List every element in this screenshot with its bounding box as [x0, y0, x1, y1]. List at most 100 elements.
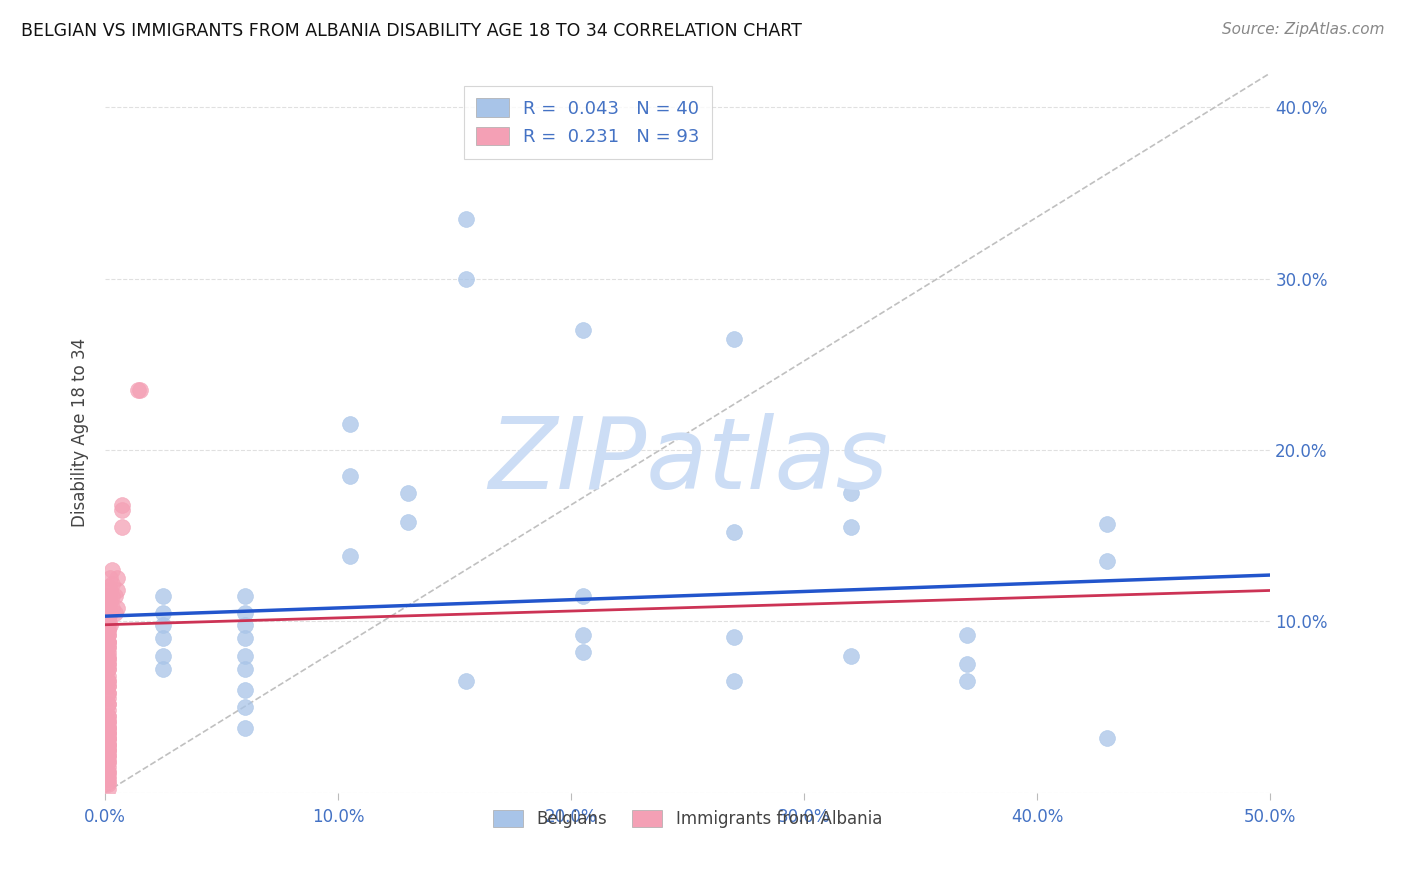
Point: [96, 738, 118, 752]
Point: [96, 755, 118, 769]
Point: [96, 593, 118, 607]
Point: [96, 747, 118, 762]
Point: [96, 731, 118, 745]
Point: [103, 606, 125, 620]
Point: [233, 589, 256, 603]
Point: [96, 743, 118, 757]
Point: [396, 515, 419, 529]
Point: [96, 680, 118, 694]
Point: [96, 703, 118, 717]
Point: [96, 657, 118, 672]
Point: [98, 593, 121, 607]
Point: [96, 738, 118, 752]
Point: [98, 572, 121, 586]
Point: [96, 593, 118, 607]
Point: [96, 589, 118, 603]
Point: [96, 600, 118, 615]
Point: [96, 725, 118, 739]
Point: [396, 485, 419, 500]
Point: [96, 743, 118, 757]
Point: [1097, 516, 1119, 531]
Point: [96, 738, 118, 752]
Point: [956, 657, 979, 672]
Text: BELGIAN VS IMMIGRANTS FROM ALBANIA DISABILITY AGE 18 TO 34 CORRELATION CHART: BELGIAN VS IMMIGRANTS FROM ALBANIA DISAB…: [21, 22, 801, 40]
Point: [96, 782, 118, 797]
Point: [96, 628, 118, 642]
Point: [456, 674, 478, 689]
Text: ZIPatlas: ZIPatlas: [488, 413, 887, 510]
Point: [98, 617, 121, 632]
Point: [233, 700, 256, 714]
Point: [96, 606, 118, 620]
Point: [96, 606, 118, 620]
Point: [96, 697, 118, 711]
Legend: Belgians, Immigrants from Albania: Belgians, Immigrants from Albania: [486, 803, 889, 835]
Point: [96, 765, 118, 780]
Point: [96, 686, 118, 700]
Point: [572, 589, 595, 603]
Point: [96, 714, 118, 728]
Point: [96, 657, 118, 672]
Point: [956, 674, 979, 689]
Point: [96, 721, 118, 735]
Point: [101, 589, 124, 603]
Point: [152, 606, 174, 620]
Point: [98, 606, 121, 620]
Point: [96, 674, 118, 689]
Point: [723, 674, 745, 689]
Point: [839, 520, 862, 534]
Point: [152, 632, 174, 646]
Point: [1097, 731, 1119, 745]
Point: [96, 725, 118, 739]
Point: [339, 549, 361, 564]
Point: [233, 648, 256, 663]
Point: [839, 485, 862, 500]
Point: [96, 662, 118, 676]
Point: [96, 772, 118, 786]
Point: [96, 765, 118, 780]
Point: [110, 498, 132, 512]
Point: [96, 645, 118, 659]
Point: [152, 617, 174, 632]
Point: [339, 417, 361, 432]
Point: [96, 623, 118, 637]
Point: [96, 589, 118, 603]
Point: [572, 645, 595, 659]
Point: [105, 572, 128, 586]
Point: [96, 731, 118, 745]
Point: [96, 775, 118, 789]
Point: [96, 691, 118, 706]
Point: [101, 576, 124, 591]
Point: [96, 755, 118, 769]
Point: [723, 630, 745, 644]
Point: [96, 640, 118, 654]
Point: [96, 747, 118, 762]
Point: [96, 725, 118, 739]
Point: [96, 635, 118, 649]
Point: [110, 520, 132, 534]
Point: [96, 635, 118, 649]
Point: [96, 669, 118, 683]
Point: [98, 583, 121, 598]
Point: [152, 648, 174, 663]
Point: [339, 468, 361, 483]
Point: [572, 628, 595, 642]
Point: [96, 777, 118, 791]
Point: [96, 686, 118, 700]
Point: [233, 662, 256, 676]
Point: [101, 563, 124, 577]
Point: [110, 503, 132, 517]
Point: [96, 734, 118, 748]
Point: [96, 640, 118, 654]
Point: [96, 674, 118, 689]
Point: [96, 721, 118, 735]
Point: [456, 211, 478, 226]
Point: [96, 751, 118, 765]
Point: [723, 525, 745, 540]
Point: [127, 383, 149, 397]
Point: [233, 606, 256, 620]
Point: [96, 760, 118, 774]
Point: [96, 600, 118, 615]
Point: [96, 623, 118, 637]
Point: [105, 600, 128, 615]
